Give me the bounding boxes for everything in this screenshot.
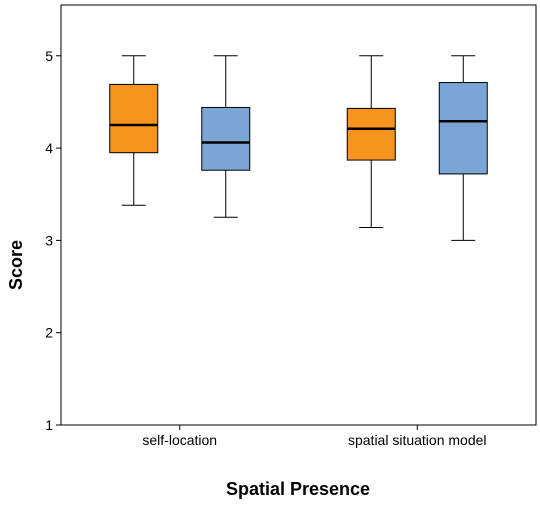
- box-group: [109, 55, 159, 206]
- x-tick-label: spatial situation model: [348, 432, 487, 448]
- x-tick-label: self-location: [142, 432, 217, 448]
- iqr-box: [201, 106, 251, 171]
- iqr-box: [346, 107, 396, 161]
- boxes-layer: [109, 55, 488, 241]
- x-axis: self-location spatial situation model: [142, 425, 487, 448]
- plot-frame: [60, 4, 537, 426]
- x-axis-title: Spatial Presence: [226, 479, 370, 499]
- box-group: [201, 55, 251, 218]
- iqr-box: [438, 82, 488, 175]
- y-axis-title: Score: [6, 240, 26, 290]
- y-tick-label: 1: [45, 417, 53, 433]
- box-group: [346, 55, 396, 228]
- y-tick-label: 4: [45, 140, 53, 156]
- y-axis: 1 2 3 4 5: [45, 48, 61, 433]
- y-tick-label: 5: [45, 48, 53, 64]
- y-tick-label: 2: [45, 325, 53, 341]
- iqr-box: [109, 83, 159, 154]
- box-group: [438, 55, 488, 241]
- y-tick-label: 3: [45, 232, 53, 248]
